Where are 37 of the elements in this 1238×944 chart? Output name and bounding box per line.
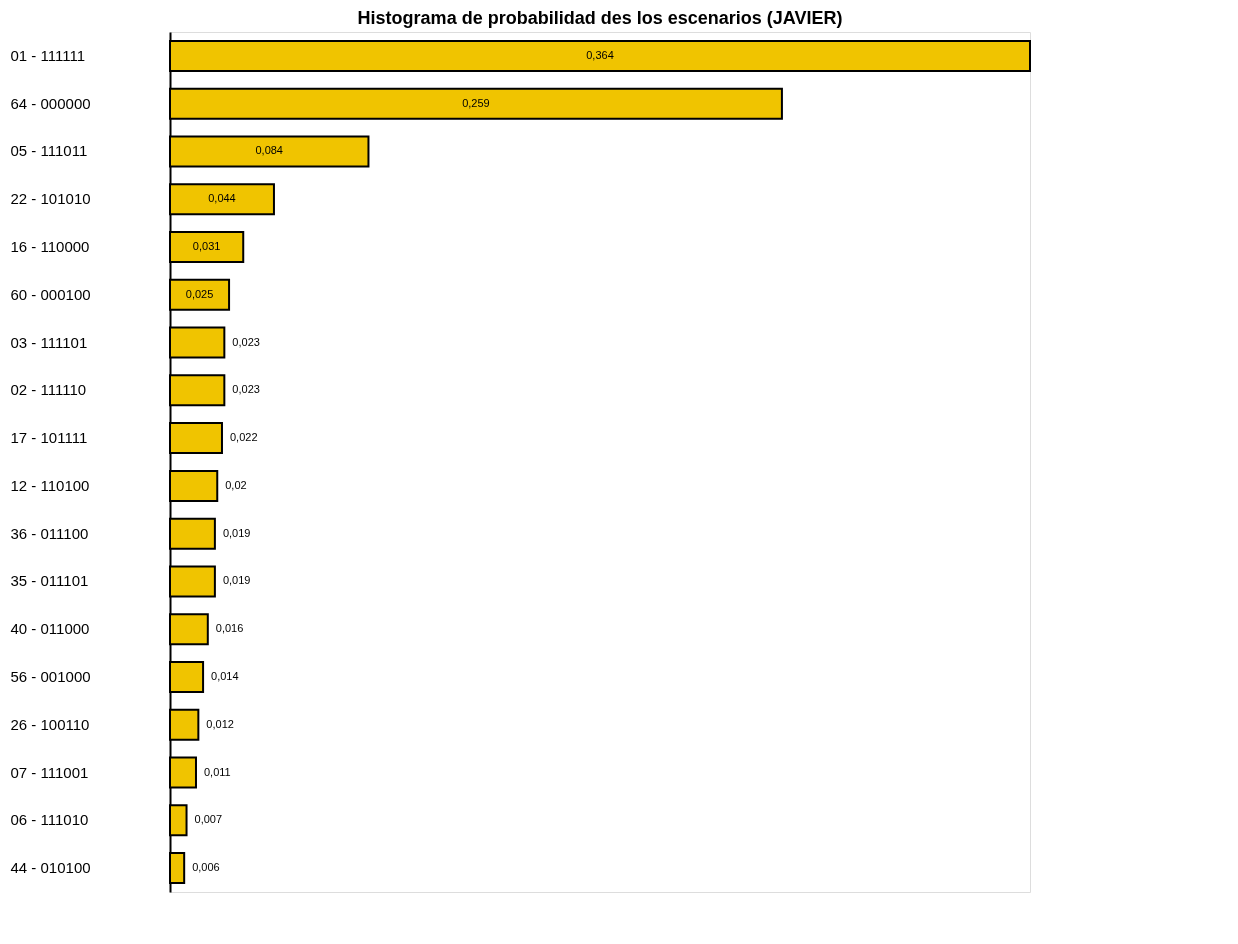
y-tick-label: 17 - 101111 [10, 429, 88, 447]
data-label: 0,011 [203, 765, 231, 778]
y-tick-label: 06 - 111010 [10, 811, 89, 829]
y-tick-label: 44 - 010100 [10, 859, 91, 877]
data-label: 0,364 [586, 48, 614, 61]
data-label: 0,019 [222, 574, 251, 587]
y-tick-label: 05 - 111011 [10, 142, 88, 160]
data-label: 0,007 [194, 813, 223, 826]
y-tick-label: 36 - 011100 [10, 524, 89, 542]
data-label: 0,084 [255, 144, 283, 157]
y-tick-label: 07 - 111001 [10, 763, 89, 781]
y-tick-label: 22 - 101010 [10, 190, 91, 208]
data-label: 0,044 [208, 192, 236, 205]
data-label: 0,022 [229, 431, 258, 444]
y-tick-label: 02 - 111110 [10, 381, 87, 399]
data-label: 0,023 [232, 383, 260, 396]
data-label: 0,014 [211, 670, 239, 682]
data-label: 0,019 [222, 526, 251, 539]
data-label: 0,025 [185, 287, 214, 300]
y-tick-label: 56 - 001000 [10, 668, 91, 685]
data-label: 0,023 [232, 335, 260, 348]
data-label: 0,006 [192, 861, 220, 874]
y-tick-label: 03 - 111101 [10, 333, 88, 351]
y-tick-label: 64 - 000000 [10, 94, 91, 112]
chart-title: Histograma de probabilidad des los escenarios (JAVIER) [357, 8, 843, 28]
y-tick-label: 12 - 110100 [10, 476, 90, 494]
y-tick-label: 60 - 000100 [10, 285, 91, 303]
data-label: 0,031 [192, 240, 221, 252]
y-tick-label: 16 - 110000 [10, 238, 90, 255]
y-tick-label: 26 - 100110 [10, 715, 90, 733]
data-label: 0,016 [215, 622, 244, 635]
data-label: 0,02 [225, 478, 247, 491]
data-label: 0,012 [206, 717, 234, 730]
y-tick-label: 35 - 011101 [10, 572, 89, 590]
y-tick-label: 40 - 011000 [10, 620, 90, 638]
y-tick-label: 01 - 111111 [10, 46, 86, 64]
data-label: 0,259 [462, 96, 490, 109]
